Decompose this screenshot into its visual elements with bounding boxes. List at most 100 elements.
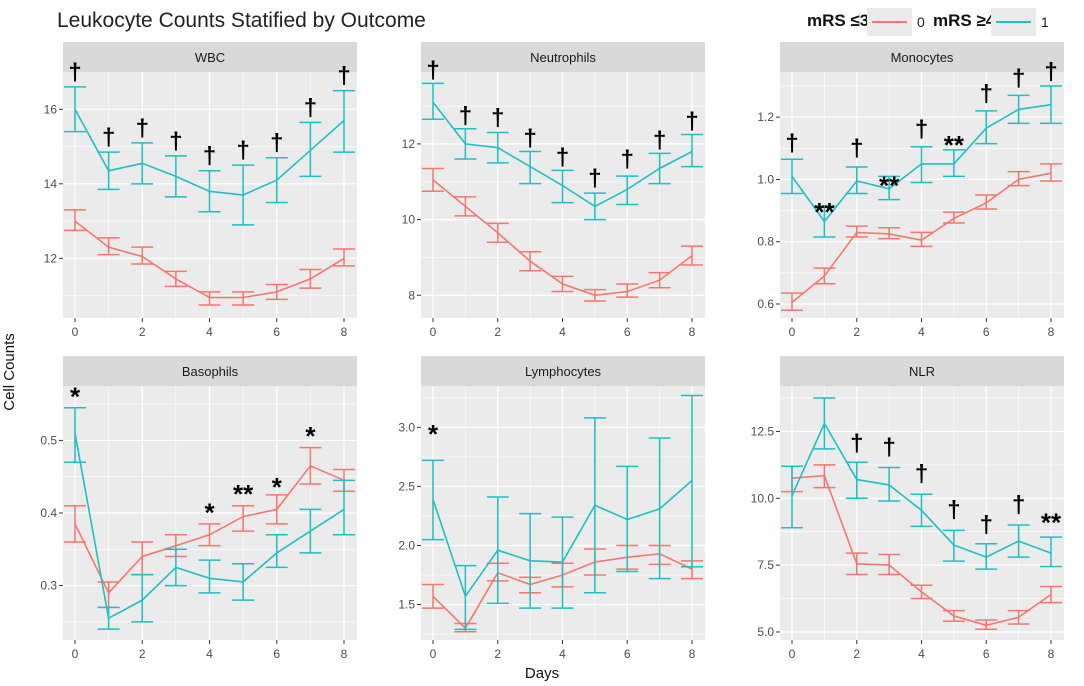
y-tick-label: 1.2 bbox=[757, 110, 774, 124]
series-line bbox=[74, 108, 345, 196]
significance-marker: ** bbox=[944, 130, 965, 160]
y-tick-label: 7.5 bbox=[757, 558, 774, 572]
x-tick-label: 2 bbox=[853, 647, 860, 661]
series-1 bbox=[422, 394, 703, 631]
x-tick-label: 6 bbox=[273, 647, 280, 661]
x-tick-label: 0 bbox=[72, 647, 79, 661]
y-tick-label: 16 bbox=[44, 102, 58, 116]
series-line bbox=[791, 421, 1052, 558]
panel-title: Basophils bbox=[182, 364, 239, 379]
significance-marker: † bbox=[136, 115, 149, 142]
panels: WBC 0 2 4 6 8 12 14 16 † † † † † † † † † Neutrophils 0 2 4 6 8 8… bbox=[40, 42, 1064, 661]
significance-marker: † bbox=[915, 461, 928, 488]
significance-marker: † bbox=[203, 143, 216, 170]
x-tick-label: 4 bbox=[206, 647, 213, 661]
x-axis-title: Days bbox=[525, 665, 559, 682]
legend-label-0: mRS ≤3 bbox=[807, 11, 869, 30]
panel-strip bbox=[780, 42, 1064, 72]
x-tick-label: 6 bbox=[624, 647, 631, 661]
series-0 bbox=[781, 163, 1062, 311]
significance-marker: † bbox=[685, 108, 698, 135]
significance-marker: † bbox=[102, 124, 115, 151]
significance-marker: † bbox=[588, 165, 601, 192]
y-tick-label: 0.8 bbox=[757, 235, 774, 249]
y-tick-label: 2.0 bbox=[398, 538, 415, 552]
legend-label-1: mRS ≥4 bbox=[933, 11, 996, 30]
series-line bbox=[791, 474, 1052, 627]
chart-title: Leukocyte Counts Statified by Outcome bbox=[57, 9, 426, 32]
x-tick-label: 8 bbox=[341, 325, 348, 339]
legend: mRS ≤3 0 mRS ≥4 1 bbox=[807, 8, 1049, 36]
x-tick-label: 2 bbox=[494, 647, 501, 661]
y-tick-label: 12 bbox=[44, 251, 58, 265]
significance-marker: * bbox=[305, 421, 316, 451]
y-tick-label: 10 bbox=[402, 213, 416, 227]
significance-marker: † bbox=[491, 104, 504, 131]
legend-key-1-text: 1 bbox=[1041, 14, 1049, 30]
y-tick-label: 5.0 bbox=[757, 625, 774, 639]
panel-strip bbox=[421, 356, 705, 386]
significance-marker: * bbox=[428, 419, 439, 449]
panel-lymphocytes: Lymphocytes 0 2 4 6 8 1.5 2.0 2.5 3.0 * bbox=[398, 356, 705, 661]
panel-strip bbox=[63, 356, 357, 386]
series-1 bbox=[781, 397, 1062, 570]
y-tick-label: 1.5 bbox=[398, 598, 415, 612]
x-tick-label: 0 bbox=[789, 647, 796, 661]
panel-neutrophils: Neutrophils 0 2 4 6 8 8 10 12 † † † † † † † † † bbox=[402, 42, 705, 339]
significance-marker: † bbox=[785, 130, 798, 157]
series-line bbox=[432, 179, 693, 297]
y-tick-label: 0.3 bbox=[40, 579, 57, 593]
x-tick-label: 2 bbox=[139, 325, 146, 339]
panel-title: Neutrophils bbox=[530, 50, 596, 65]
legend-key-0-text: 0 bbox=[917, 14, 925, 30]
panel-title: NLR bbox=[909, 364, 935, 379]
series-line bbox=[74, 220, 345, 299]
significance-marker: † bbox=[980, 80, 993, 107]
significance-marker: † bbox=[523, 125, 536, 152]
series-0 bbox=[64, 209, 355, 306]
series-1 bbox=[422, 82, 703, 221]
panel-nlr: NLR 0 2 4 6 8 5.0 7.5 10.0 12.5 † † † † † † ** bbox=[751, 356, 1064, 661]
significance-marker: † bbox=[169, 128, 182, 155]
x-tick-label: 8 bbox=[1048, 325, 1055, 339]
significance-marker: † bbox=[459, 102, 472, 129]
significance-marker: * bbox=[70, 381, 81, 411]
panel-strip bbox=[63, 42, 357, 72]
panel-wbc: WBC 0 2 4 6 8 12 14 16 † † † † † † † † † bbox=[44, 42, 357, 339]
x-tick-label: 0 bbox=[430, 325, 437, 339]
series-line bbox=[74, 464, 345, 595]
series-line bbox=[432, 479, 693, 599]
significance-marker: ** bbox=[233, 479, 254, 509]
x-tick-label: 8 bbox=[689, 647, 696, 661]
x-tick-label: 2 bbox=[139, 647, 146, 661]
x-tick-label: 4 bbox=[918, 325, 925, 339]
significance-marker: ** bbox=[814, 197, 835, 227]
x-tick-label: 6 bbox=[273, 325, 280, 339]
significance-marker: † bbox=[915, 116, 928, 143]
significance-marker: ** bbox=[879, 171, 900, 201]
significance-marker: † bbox=[653, 127, 666, 154]
series-line bbox=[432, 101, 693, 208]
x-tick-label: 6 bbox=[624, 325, 631, 339]
y-tick-label: 12.5 bbox=[751, 424, 775, 438]
significance-marker: † bbox=[882, 434, 895, 461]
x-tick-label: 0 bbox=[72, 325, 79, 339]
y-tick-label: 2.5 bbox=[398, 479, 415, 493]
x-tick-label: 8 bbox=[1048, 647, 1055, 661]
panel-title: Lymphocytes bbox=[525, 364, 602, 379]
significance-marker: † bbox=[236, 137, 249, 164]
x-tick-label: 2 bbox=[853, 325, 860, 339]
x-tick-label: 0 bbox=[430, 647, 437, 661]
significance-marker: † bbox=[1044, 59, 1057, 86]
panel-title: Monocytes bbox=[891, 50, 954, 65]
x-tick-label: 6 bbox=[983, 325, 990, 339]
series-line bbox=[74, 433, 345, 620]
x-tick-label: 8 bbox=[689, 325, 696, 339]
panel-strip bbox=[780, 356, 1064, 386]
y-tick-label: 0.4 bbox=[40, 506, 57, 520]
series-1 bbox=[781, 85, 1062, 238]
significance-marker: † bbox=[947, 497, 960, 524]
x-tick-label: 0 bbox=[789, 325, 796, 339]
x-tick-label: 4 bbox=[559, 647, 566, 661]
